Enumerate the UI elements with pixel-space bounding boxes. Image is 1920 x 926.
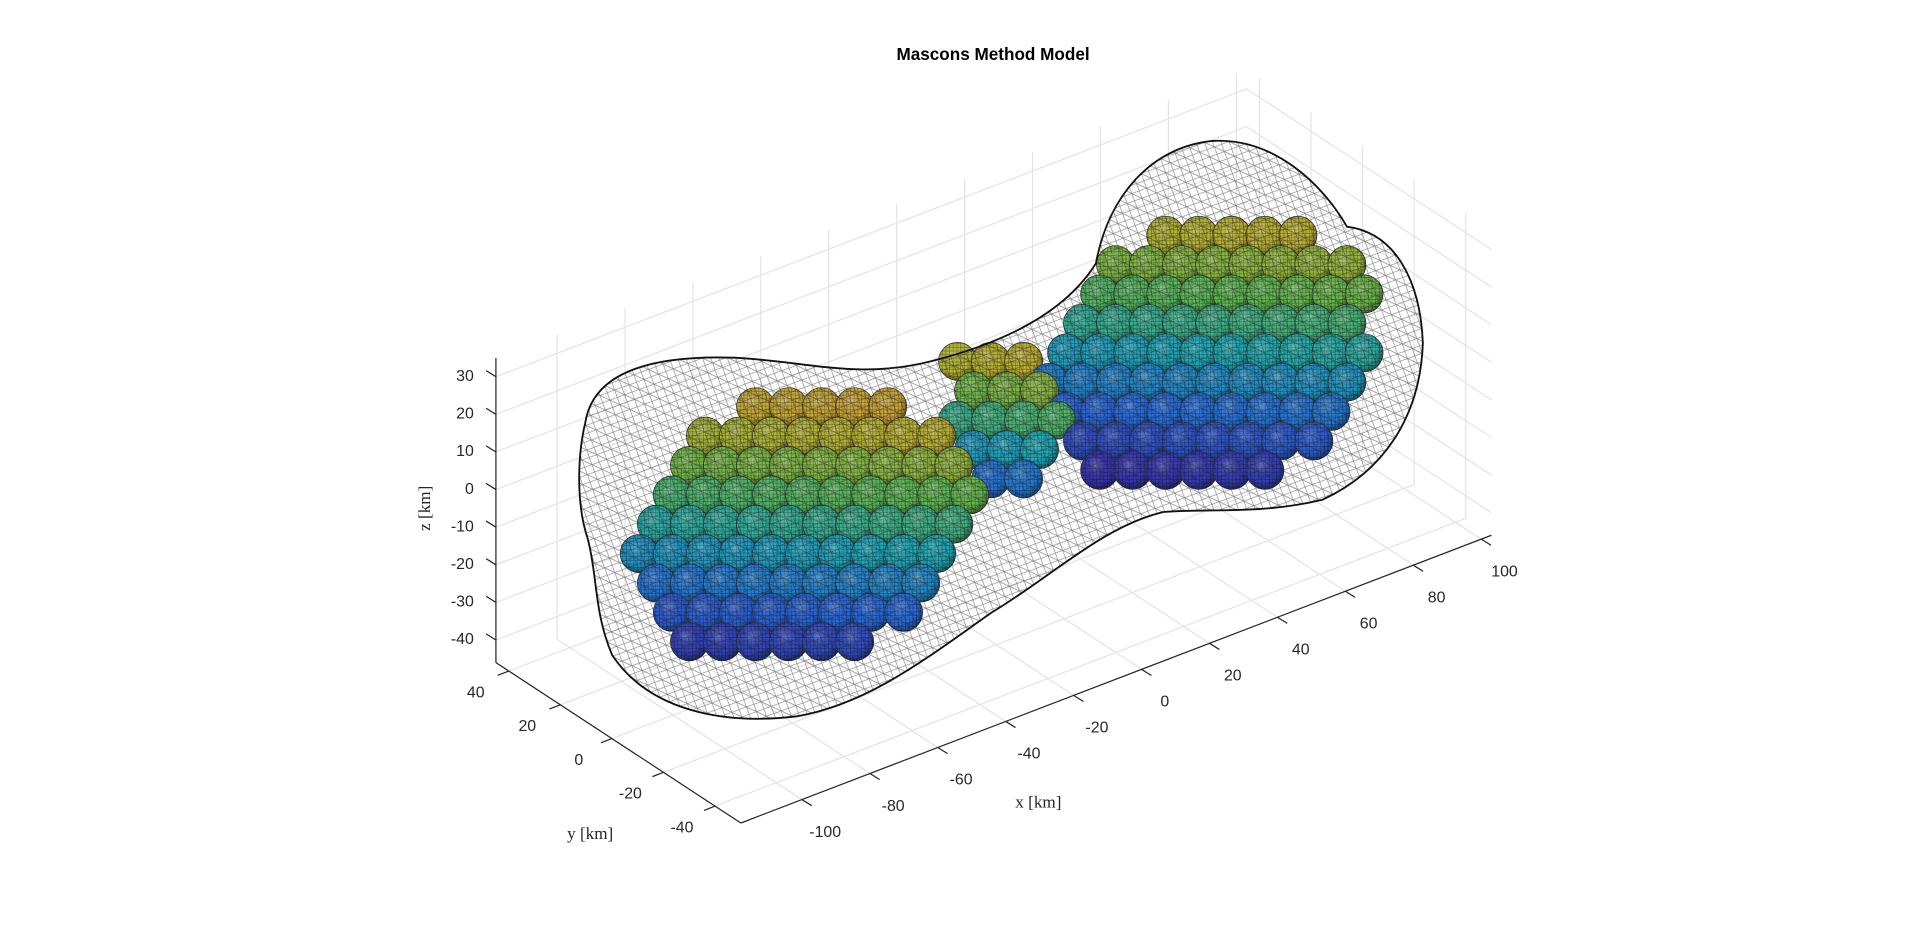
y-tick-label: -20	[619, 786, 642, 803]
grid-line	[495, 126, 1247, 415]
y-tick	[549, 704, 561, 710]
z-tick-label: -20	[451, 556, 474, 573]
z-tick	[485, 633, 497, 641]
polyhedron-mesh	[578, 140, 1424, 720]
z-axis-label: z [km]	[415, 486, 434, 531]
x-axis	[740, 534, 1492, 824]
y-tick	[652, 771, 664, 778]
z-tick	[485, 520, 497, 528]
x-tick	[869, 773, 881, 781]
x-tick	[801, 799, 813, 807]
x-tick-label: -60	[950, 772, 973, 789]
x-tick	[1209, 642, 1220, 650]
x-tick-label: 40	[1292, 642, 1310, 659]
x-tick-label: 20	[1224, 668, 1242, 685]
y-tick	[497, 670, 510, 676]
grid-line	[556, 638, 803, 801]
z-tick-label: 0	[465, 481, 474, 498]
z-tick	[485, 558, 497, 566]
x-tick-label: 0	[1160, 694, 1169, 711]
grid-line	[663, 484, 1415, 773]
y-tick	[600, 738, 613, 744]
x-tick	[937, 746, 948, 755]
y-axis-label: y [km]	[567, 824, 613, 843]
z-tick	[485, 482, 497, 491]
x-tick-label: -80	[882, 798, 905, 815]
x-tick-label: -20	[1085, 720, 1108, 737]
y-axis	[495, 662, 742, 824]
z-tick	[485, 370, 497, 378]
z-tick-label: -30	[451, 594, 474, 611]
x-tick-label: -40	[1018, 746, 1041, 763]
z-tick	[485, 407, 497, 415]
grid-line	[1246, 88, 1492, 250]
axes: -100-80-60-40-20020406080100-40-2002040-…	[451, 357, 1518, 841]
x-tick-label: -100	[809, 824, 841, 841]
x-tick-label: 100	[1491, 563, 1518, 580]
y-tick-label: -40	[670, 819, 693, 836]
z-tick	[485, 595, 497, 603]
z-tick-label: 10	[456, 443, 474, 460]
y-tick-label: 0	[574, 752, 583, 769]
z-tick-label: 30	[456, 368, 474, 385]
x-tick-label: 80	[1428, 589, 1446, 606]
grid-line	[1246, 126, 1492, 288]
grid-line	[495, 88, 1247, 378]
z-tick-label: -10	[451, 518, 474, 535]
grid-line	[714, 517, 1466, 807]
x-tick	[1073, 694, 1084, 703]
x-tick-label: 60	[1360, 615, 1378, 632]
x-tick	[1005, 720, 1016, 729]
z-tick	[485, 445, 497, 453]
z-tick-label: -40	[451, 631, 474, 648]
x-tick	[1141, 668, 1152, 676]
x-tick	[1345, 590, 1356, 598]
y-tick-label: 20	[518, 718, 536, 735]
x-tick	[1480, 538, 1492, 546]
y-tick	[703, 805, 716, 811]
x-tick	[1412, 564, 1424, 572]
chart-title: Mascons Method Model	[896, 44, 1089, 64]
z-tick-label: 20	[456, 406, 474, 423]
y-tick-label: 40	[467, 684, 485, 701]
x-axis-label: x [km]	[1015, 792, 1061, 811]
x-tick	[1277, 616, 1288, 624]
